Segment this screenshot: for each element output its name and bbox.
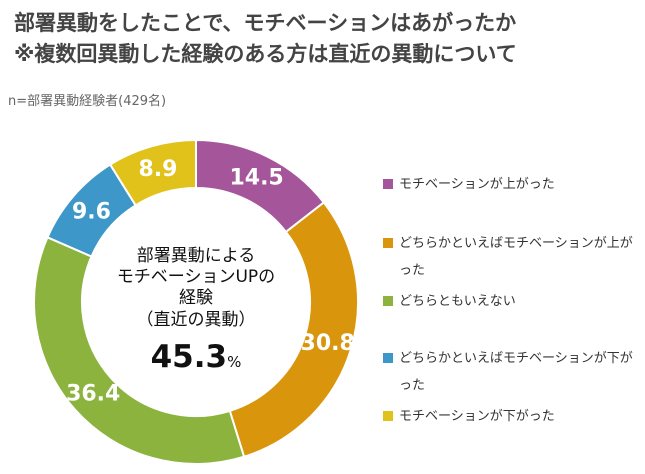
slice-label-up: 14.5 [229, 166, 283, 191]
slice-label-somewhat-down: 9.6 [72, 199, 111, 224]
chart-title: 部署異動をしたことで、モチベーションはあがったか ※複数回異動した経験のある方は… [14, 8, 517, 70]
center-percentage: 45.3% [151, 339, 242, 375]
slice-label-down: 8.9 [138, 157, 177, 182]
legend-swatch-somewhat-up [383, 238, 393, 248]
legend-swatch-up [383, 179, 393, 189]
legend-item-neutral: どちらともいえない [383, 288, 644, 315]
legend-swatch-down [383, 411, 393, 421]
center-label-line-4: （直近の異動） [137, 310, 256, 330]
center-value: 45.3 [151, 339, 228, 375]
legend-label-somewhat-down: どちらかといえばモチベーションが下がった [399, 351, 633, 393]
slice-label-neutral: 36.4 [66, 382, 120, 407]
legend-item-up: モチベーションが上がった [383, 171, 644, 198]
legend-label-up: モチベーションが上がった [399, 177, 555, 192]
legend-swatch-neutral [383, 296, 393, 306]
center-unit: % [227, 353, 241, 371]
title-line-2: ※複数回異動した経験のある方は直近の異動について [14, 42, 517, 66]
center-label-line-3: 経験 [179, 288, 213, 308]
legend-label-down: モチベーションが下がった [399, 409, 555, 424]
donut-hole [82, 188, 310, 416]
legend-swatch-somewhat-down [383, 353, 393, 363]
legend-label-neutral: どちらともいえない [399, 294, 516, 309]
center-label-line-2: モチベーションUPの [117, 267, 275, 287]
center-label-line-1: 部署異動による [137, 246, 256, 266]
slice-label-somewhat-up: 30.8 [301, 331, 355, 356]
legend-item-somewhat-up: どちらかといえばモチベーションが上がった [383, 230, 644, 284]
sample-size-note: n=部署異動経験者(429名) [8, 94, 167, 109]
legend-item-down: モチベーションが下がった [383, 403, 644, 430]
slice-labels: 14.5 30.8 36.4 9.6 8.9 [66, 157, 355, 407]
title-line-1: 部署異動をしたことで、モチベーションはあがったか [14, 11, 517, 35]
legend-label-somewhat-up: どちらかといえばモチベーションが上がった [399, 236, 633, 278]
center-label: 部署異動による モチベーションUPの 経験 （直近の異動） 45.3% [117, 246, 275, 375]
legend-item-somewhat-down: どちらかといえばモチベーションが下がった [383, 345, 644, 399]
